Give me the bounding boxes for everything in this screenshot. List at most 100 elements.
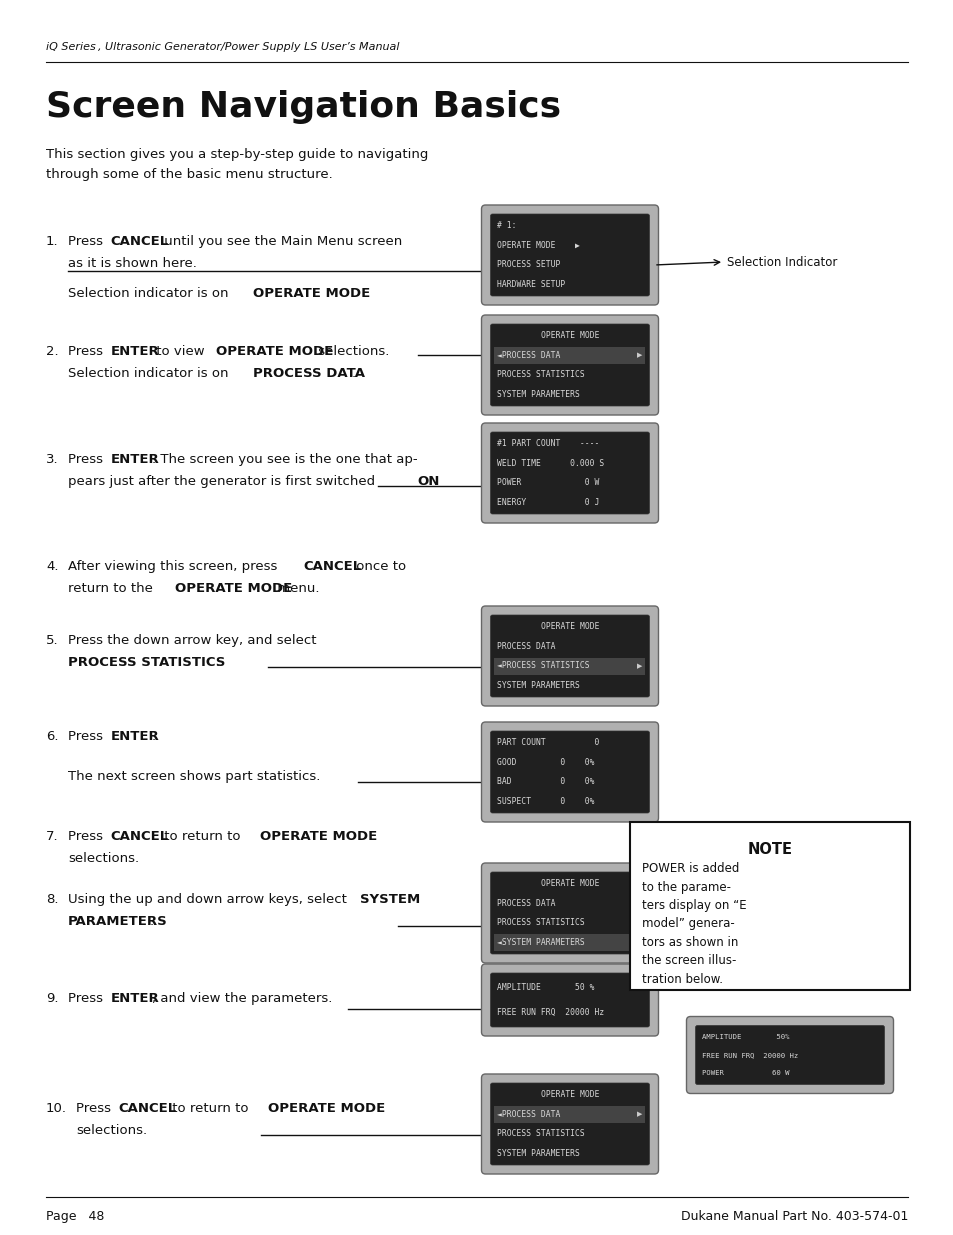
Text: pears just after the generator is first switched: pears just after the generator is first … — [68, 475, 379, 488]
Text: ENTER: ENTER — [111, 345, 159, 358]
FancyBboxPatch shape — [481, 722, 658, 823]
Text: 10.: 10. — [46, 1102, 67, 1115]
Text: return to the: return to the — [68, 582, 161, 595]
Text: FREE RUN FRQ  20000 Hz: FREE RUN FRQ 20000 Hz — [701, 1052, 798, 1058]
Text: ENTER: ENTER — [111, 730, 159, 743]
Text: menu.: menu. — [273, 582, 319, 595]
Text: ▶: ▶ — [637, 940, 641, 945]
Text: PARAMETERS: PARAMETERS — [68, 915, 168, 927]
Text: . The screen you see is the one that ap-: . The screen you see is the one that ap- — [152, 453, 416, 466]
Text: BAD          0    0%: BAD 0 0% — [497, 777, 595, 787]
FancyBboxPatch shape — [490, 731, 649, 813]
Text: POWER             0 W: POWER 0 W — [497, 478, 599, 488]
Text: .: . — [150, 915, 153, 927]
Text: ◄PROCESS DATA: ◄PROCESS DATA — [497, 351, 560, 359]
Text: ◄PROCESS STATISTICS: ◄PROCESS STATISTICS — [497, 661, 590, 671]
Text: OPERATE MODE    ▶: OPERATE MODE ▶ — [497, 241, 579, 249]
Text: Selection indicator is on: Selection indicator is on — [68, 287, 233, 300]
Text: ▶: ▶ — [637, 663, 641, 668]
Text: CANCEL: CANCEL — [111, 830, 169, 844]
Text: CANCEL: CANCEL — [118, 1102, 177, 1115]
Text: POWER is added
to the parame-
ters display on “E
model” genera-
tors as shown in: POWER is added to the parame- ters displ… — [641, 862, 746, 986]
Text: ▶: ▶ — [637, 1112, 641, 1118]
Text: 4.: 4. — [46, 559, 58, 573]
Text: to return to: to return to — [160, 830, 244, 844]
Text: Dukane Manual Part No. 403-574-01: Dukane Manual Part No. 403-574-01 — [679, 1210, 907, 1223]
Text: 6.: 6. — [46, 730, 58, 743]
Text: ENERGY            0 J: ENERGY 0 J — [497, 498, 599, 506]
Text: selections.: selections. — [314, 345, 389, 358]
Text: ▶: ▶ — [637, 352, 641, 358]
Text: 7.: 7. — [46, 830, 58, 844]
Text: , Ultrasonic Generator/Power Supply LS User’s Manual: , Ultrasonic Generator/Power Supply LS U… — [98, 42, 399, 52]
Text: CANCEL: CANCEL — [303, 559, 361, 573]
Text: ENTER: ENTER — [111, 453, 159, 466]
Text: SYSTEM PARAMETERS: SYSTEM PARAMETERS — [497, 390, 579, 399]
Text: WELD TIME      0.000 S: WELD TIME 0.000 S — [497, 458, 604, 468]
Text: Screen Navigation Basics: Screen Navigation Basics — [46, 90, 560, 124]
FancyBboxPatch shape — [481, 315, 658, 415]
FancyBboxPatch shape — [490, 1083, 649, 1165]
Text: ◄PROCESS DATA: ◄PROCESS DATA — [497, 1110, 560, 1119]
Text: selections.: selections. — [68, 852, 139, 864]
Text: OPERATE MODE: OPERATE MODE — [540, 879, 598, 888]
Text: POWER           60 W: POWER 60 W — [701, 1071, 789, 1077]
Text: OPERATE MODE: OPERATE MODE — [540, 1091, 598, 1099]
Text: .: . — [351, 287, 355, 300]
Text: OPERATE MODE: OPERATE MODE — [267, 1102, 384, 1115]
Text: SYSTEM PARAMETERS: SYSTEM PARAMETERS — [497, 1149, 579, 1157]
FancyBboxPatch shape — [490, 615, 649, 697]
Text: OPERATE MODE: OPERATE MODE — [174, 582, 292, 595]
Text: AMPLITUDE       50 %: AMPLITUDE 50 % — [497, 983, 595, 992]
Text: 8.: 8. — [46, 893, 58, 906]
FancyBboxPatch shape — [490, 973, 649, 1028]
Text: 9.: 9. — [46, 992, 58, 1005]
FancyBboxPatch shape — [686, 1016, 893, 1093]
Text: iQ Series: iQ Series — [46, 42, 95, 52]
Text: PROCESS SETUP: PROCESS SETUP — [497, 261, 560, 269]
Text: OPERATE MODE: OPERATE MODE — [259, 830, 376, 844]
Text: NOTE: NOTE — [747, 842, 792, 857]
Text: OPERATE MODE: OPERATE MODE — [253, 287, 370, 300]
Text: After viewing this screen, press: After viewing this screen, press — [68, 559, 281, 573]
Text: Press: Press — [68, 992, 107, 1005]
Text: Page   48: Page 48 — [46, 1210, 104, 1223]
Text: PROCESS DATA: PROCESS DATA — [497, 899, 556, 908]
Text: SYSTEM PARAMETERS: SYSTEM PARAMETERS — [497, 680, 579, 690]
Text: SYSTEM: SYSTEM — [359, 893, 420, 906]
Text: selections.: selections. — [76, 1124, 147, 1137]
Text: SUSPECT      0    0%: SUSPECT 0 0% — [497, 797, 595, 805]
Text: 2.: 2. — [46, 345, 58, 358]
Text: as it is shown here.: as it is shown here. — [68, 257, 196, 270]
Text: .: . — [433, 475, 437, 488]
Text: .: . — [351, 367, 355, 380]
Text: to return to: to return to — [168, 1102, 253, 1115]
Text: OPERATE MODE: OPERATE MODE — [215, 345, 333, 358]
Bar — [494, 347, 645, 364]
Text: Press: Press — [68, 453, 107, 466]
FancyBboxPatch shape — [481, 424, 658, 522]
Text: ◄SYSTEM PARAMETERS: ◄SYSTEM PARAMETERS — [497, 937, 584, 947]
Text: .: . — [152, 730, 155, 743]
Text: AMPLITUDE        50%: AMPLITUDE 50% — [701, 1034, 789, 1040]
Text: Press: Press — [68, 830, 107, 844]
Text: CANCEL: CANCEL — [111, 235, 169, 248]
Text: 5.: 5. — [46, 634, 58, 647]
Text: FREE RUN FRQ  20000 Hz: FREE RUN FRQ 20000 Hz — [497, 1008, 604, 1016]
FancyBboxPatch shape — [695, 1025, 883, 1084]
FancyBboxPatch shape — [481, 965, 658, 1036]
Text: PROCESS STATISTICS: PROCESS STATISTICS — [497, 1129, 584, 1139]
Text: PROCESS DATA: PROCESS DATA — [497, 642, 556, 651]
FancyBboxPatch shape — [481, 606, 658, 706]
Text: 3.: 3. — [46, 453, 58, 466]
Text: Using the up and down arrow keys, select: Using the up and down arrow keys, select — [68, 893, 351, 906]
Text: PROCESS STATISTICS: PROCESS STATISTICS — [497, 370, 584, 379]
Text: to view: to view — [152, 345, 209, 358]
Text: until you see the Main Menu screen: until you see the Main Menu screen — [160, 235, 401, 248]
Text: , and view the parameters.: , and view the parameters. — [152, 992, 332, 1005]
Text: Press: Press — [76, 1102, 115, 1115]
Text: Selection indicator is on: Selection indicator is on — [68, 367, 233, 380]
Text: Press: Press — [68, 730, 107, 743]
FancyBboxPatch shape — [481, 1074, 658, 1174]
Text: once to: once to — [352, 559, 406, 573]
